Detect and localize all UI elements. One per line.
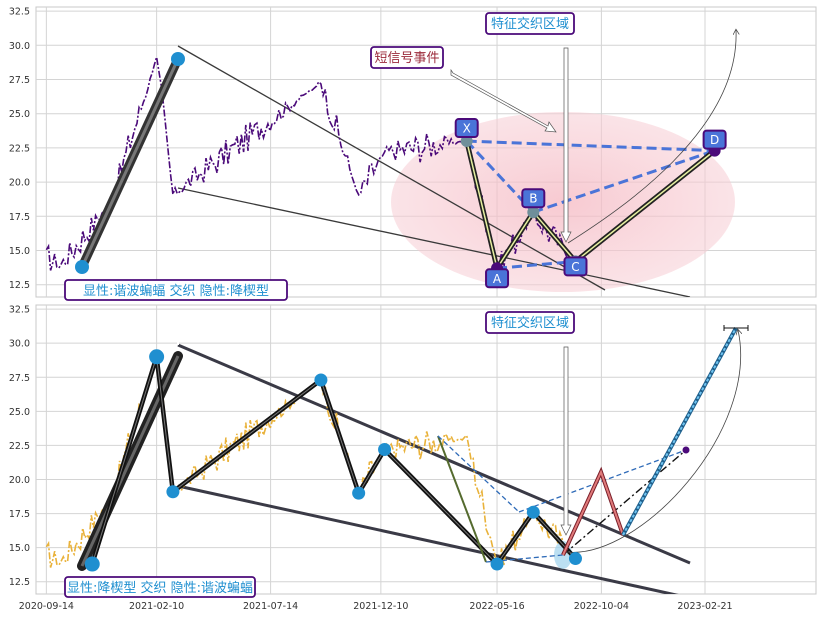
pattern-label-D: D (710, 133, 719, 147)
y-tick-label: 27.5 (9, 75, 30, 86)
top-legend-box (64, 279, 288, 301)
x-tick-label: 2021-07-14 (243, 601, 298, 612)
pattern-label-box-B (521, 188, 546, 209)
pattern-dashed-AC (496, 259, 576, 270)
feature-zone-label: 特征交织区域 (491, 16, 569, 32)
x-tick-label: 2021-12-10 (353, 601, 408, 612)
y-tick-label: 12.5 (9, 577, 30, 588)
pattern-label-box-A (485, 268, 510, 289)
x-tick-label: 2022-05-16 (469, 601, 524, 612)
zigzag-point (352, 486, 366, 500)
y-tick-label: 15.0 (9, 246, 30, 257)
y-tick-label: 25.0 (9, 407, 30, 418)
pattern-leg-inner-CD (575, 150, 716, 263)
pattern-label-B: B (529, 192, 537, 206)
bottom-panel: 12.5 15.0 17.5 20.0 22.5 25.0 27.5 30.0 32.5 202… (9, 304, 817, 612)
x-tick-label: 2023-02-21 (677, 601, 732, 612)
pattern-label-box-X (454, 118, 479, 139)
target-bracket (723, 325, 749, 331)
top-panel: 12.5 15.0 17.5 20.0 22.5 25.0 27.5 30.0 32.5 X A B… (9, 6, 817, 301)
peak-point-marker (171, 52, 185, 66)
pattern-leg-inner-BC (532, 211, 577, 262)
x-tick-label: 2020-09-14 (19, 601, 74, 612)
y-tick-label: 20.0 (9, 178, 30, 189)
xa-leg-faint (437, 435, 487, 563)
y-tick-label: 12.5 (9, 280, 30, 291)
y-tick-label: 30.0 (9, 41, 30, 52)
bottom-y-axis: 12.5 15.0 17.5 20.0 22.5 25.0 27.5 30.0 32.5 (9, 305, 30, 589)
y-tick-label: 25.0 (9, 109, 30, 120)
pattern-label-X: X (463, 122, 471, 136)
bottom-projection-arrow (565, 330, 741, 553)
zigzag-point (314, 373, 328, 387)
impulse-leg-inner (80, 58, 180, 268)
zigzag-point (378, 443, 392, 456)
bottom-feature-arrow (560, 346, 572, 536)
top-grid (36, 7, 816, 297)
pattern-dashed-XD (466, 139, 715, 153)
harmonic-pattern: X A B C D (454, 118, 727, 289)
forecast-up-leg-inner (622, 327, 737, 536)
feature-zone-label-box (485, 12, 575, 35)
forecast-zigzag-inner (562, 469, 624, 556)
y-tick-label: 17.5 (9, 509, 30, 520)
bottom-upper-wedge (177, 343, 691, 565)
top-legend-text: 显性:谐波蝙蝠 交织 隐性:降楔型 (83, 283, 269, 299)
pattern-label-C: C (571, 260, 579, 274)
start-point-marker (75, 260, 89, 274)
lower-wedge-line (177, 187, 691, 297)
bottom-legend-text: 显性:降楔型 交织 隐性:谐波蝙蝠 (67, 580, 253, 596)
bottom-lower-wedge (177, 484, 679, 594)
y-tick-label: 27.5 (9, 373, 30, 384)
feature-zone-arrow (560, 47, 572, 243)
zigzag-point (526, 505, 540, 519)
short-signal-label: 短信号事件 (374, 51, 439, 66)
y-tick-label: 30.0 (9, 339, 30, 350)
y-tick-label: 15.0 (9, 543, 30, 554)
x-tick-label: 2022-10-04 (574, 601, 629, 612)
d-target-dot (682, 446, 690, 454)
zigzag-point (568, 552, 582, 566)
y-tick-label: 20.0 (9, 475, 30, 486)
pattern-point-B (527, 206, 540, 219)
zigzag-point (149, 349, 165, 365)
upper-wedge-line (177, 45, 606, 291)
pattern-label-box-C (563, 256, 588, 277)
zigzag-point (490, 557, 504, 571)
x-axis: 2020-09-14 2021-02-10 2021-07-14 2021-12-10… (19, 601, 733, 612)
y-tick-label: 22.5 (9, 143, 30, 154)
y-tick-label: 32.5 (9, 305, 30, 316)
short-signal-label-box (370, 46, 444, 69)
zigzag-markers (84, 349, 582, 572)
pattern-leg-inner-XA (465, 140, 498, 269)
bottom-legend-box (64, 576, 256, 598)
pattern-dashed-BD (532, 149, 716, 214)
y-tick-label: 22.5 (9, 441, 30, 452)
pattern-label-box-D (702, 129, 727, 150)
x-tick-label: 2021-02-10 (129, 601, 184, 612)
y-tick-label: 32.5 (9, 7, 30, 18)
zigzag-point (166, 485, 180, 499)
short-signal-arrow (450, 68, 557, 133)
y-tick-label: 17.5 (9, 212, 30, 223)
bottom-feature-zone-box (485, 311, 575, 334)
pattern-label-A: A (493, 272, 502, 286)
top-y-axis: 12.5 15.0 17.5 20.0 22.5 25.0 27.5 30.0 32.5 (9, 7, 30, 292)
bottom-feature-zone-label: 特征交织区域 (491, 315, 569, 331)
pattern-leg-inner-AB (496, 211, 534, 269)
zigzag-point (84, 556, 100, 572)
xb-dashed (437, 435, 520, 513)
cd-dashdot (562, 449, 687, 556)
projection-arrow (567, 30, 736, 244)
